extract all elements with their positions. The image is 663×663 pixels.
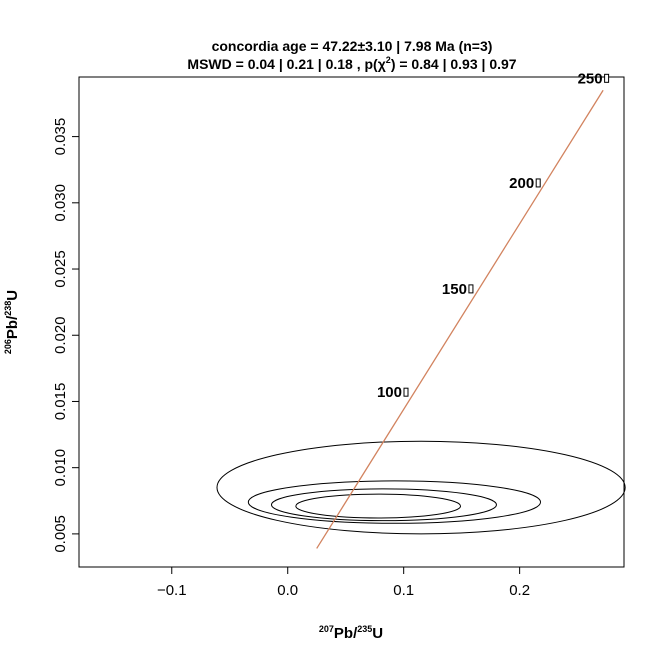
x-axis-label: 207Pb/235U	[319, 624, 383, 642]
x-tick-label: 0.1	[393, 582, 414, 599]
age-marker	[403, 387, 409, 397]
y-tick-label: 0.015	[52, 383, 69, 421]
age-marker	[468, 284, 474, 294]
y-tick-label: 0.010	[52, 449, 69, 487]
y-tick-label: 0.020	[52, 316, 69, 354]
axes: −0.1 0.0 0.1 0.2 0.005 0.010 0.015 0.020 0.025 0.…	[52, 118, 530, 599]
concordia-line	[316, 89, 604, 549]
age-marker	[535, 178, 541, 188]
age-label: 250	[578, 70, 603, 87]
y-axis-label: 206Pb/238U	[3, 290, 21, 354]
age-label: 150	[442, 281, 467, 298]
error-ellipse-1	[216, 440, 626, 535]
error-ellipse-3	[270, 488, 497, 522]
error-ellipse-4	[295, 493, 462, 519]
x-tick-label: −0.1	[157, 582, 187, 599]
age-label: 200	[509, 175, 534, 192]
x-tick-label: 0.2	[509, 582, 530, 599]
y-tick-label: 0.030	[52, 184, 69, 222]
error-ellipse-2	[247, 480, 542, 524]
chart-subtitle: MSWD = 0.04 | 0.21 | 0.18 , p(χ2) = 0.84…	[187, 55, 516, 72]
plot-area: 100 150 200 250	[216, 70, 626, 549]
y-tick-label: 0.025	[52, 250, 69, 288]
x-tick-label: 0.0	[277, 582, 298, 599]
chart-title: concordia age = 47.22±3.10 | 7.98 Ma (n=…	[212, 38, 493, 54]
y-tick-label: 0.005	[52, 515, 69, 553]
y-tick-label: 0.035	[52, 118, 69, 156]
age-marker	[604, 73, 610, 83]
age-label: 100	[377, 384, 402, 401]
